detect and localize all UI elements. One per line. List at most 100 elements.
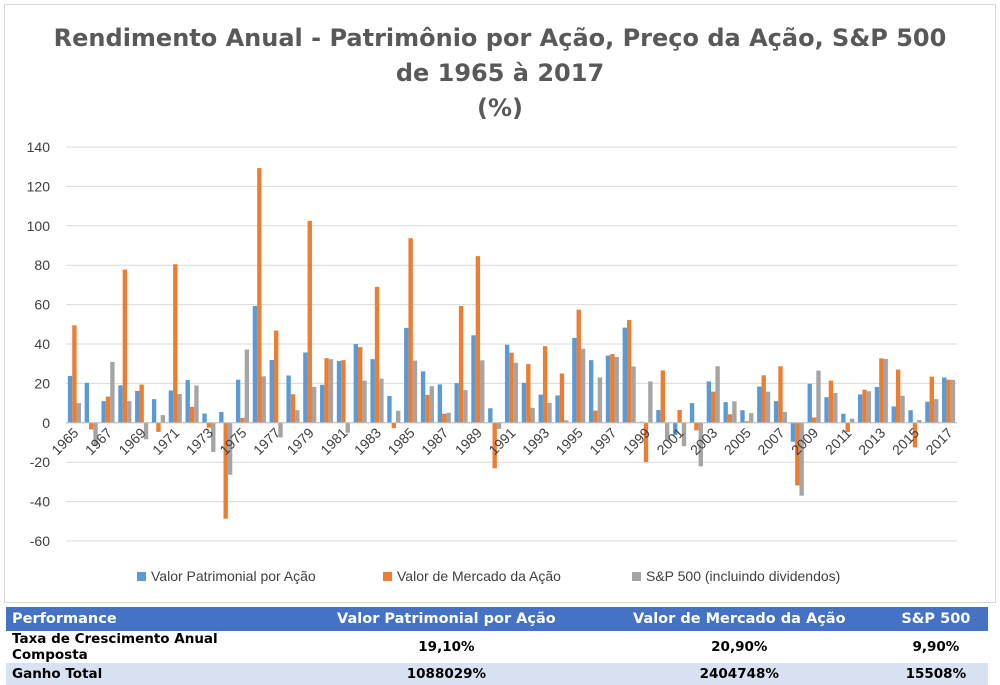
bar-s-p-500-incluindo-dividendos-1990 — [496, 422, 502, 429]
bar-valor-de-mercado-da-a-o-2013 — [879, 358, 884, 423]
bar-valor-de-mercado-da-a-o-1975 — [240, 417, 245, 423]
y-tick-label: 80 — [34, 257, 50, 273]
bar-valor-patrimonial-por-a-o-1986 — [420, 371, 426, 423]
bar-valor-de-mercado-da-a-o-1995 — [576, 309, 581, 423]
y-tick-label: 120 — [27, 178, 51, 194]
y-tick-label: 0 — [42, 415, 50, 431]
performance-table: Performance Valor Patrimonial por Ação V… — [6, 607, 988, 685]
bar-s-p-500-incluindo-dividendos-1977 — [278, 422, 283, 438]
bar-valor-de-mercado-da-a-o-1998 — [626, 319, 632, 423]
bar-valor-de-mercado-da-a-o-1980 — [324, 358, 329, 423]
bar-valor-de-mercado-da-a-o-1982 — [358, 347, 363, 423]
cell-book-value: 19,10% — [418, 639, 475, 655]
bar-s-p-500-incluindo-dividendos-1996 — [597, 377, 603, 423]
bar-s-p-500-incluindo-dividendos-1994 — [564, 420, 569, 423]
bar-s-p-500-incluindo-dividendos-1989 — [480, 360, 485, 423]
bar-valor-de-mercado-da-a-o-1999 — [643, 422, 649, 462]
cell-sp500: 9,90% — [912, 639, 960, 655]
cell-book-value: 1088029% — [298, 663, 595, 685]
x-tick-label: 1975 — [216, 424, 249, 457]
chart-title-line2: de 1965 à 2017 — [395, 59, 605, 87]
bar-s-p-500-incluindo-dividendos-2014 — [900, 395, 905, 423]
bar-valor-patrimonial-por-a-o-1989 — [471, 335, 476, 423]
bar-s-p-500-incluindo-dividendos-1999 — [648, 381, 653, 423]
bar-valor-de-mercado-da-a-o-1965 — [72, 325, 77, 423]
bar-valor-de-mercado-da-a-o-2011 — [845, 422, 850, 433]
bar-valor-de-mercado-da-a-o-2016 — [929, 376, 934, 423]
bar-s-p-500-incluindo-dividendos-2017 — [950, 379, 956, 423]
bar-valor-de-mercado-da-a-o-1989 — [475, 256, 481, 423]
bar-valor-de-mercado-da-a-o-2001 — [677, 410, 682, 423]
bar-valor-de-mercado-da-a-o-2004 — [727, 414, 733, 423]
bar-valor-patrimonial-por-a-o-1975 — [235, 379, 241, 423]
bar-s-p-500-incluindo-dividendos-2001 — [681, 422, 687, 447]
bar-valor-de-mercado-da-a-o-2014 — [895, 369, 901, 423]
bar-valor-patrimonial-por-a-o-1968 — [118, 385, 123, 423]
bar-s-p-500-incluindo-dividendos-2015 — [917, 420, 922, 423]
bar-s-p-500-incluindo-dividendos-1970 — [160, 415, 166, 423]
bar-valor-patrimonial-por-a-o-2003 — [706, 381, 712, 423]
bar-s-p-500-incluindo-dividendos-1982 — [362, 380, 367, 423]
bar-valor-de-mercado-da-a-o-1988 — [458, 305, 464, 423]
chart-title-line3: (%) — [477, 94, 523, 122]
bar-valor-patrimonial-por-a-o-1994 — [555, 395, 560, 423]
bar-s-p-500-incluindo-dividendos-1997 — [614, 357, 619, 423]
bar-valor-patrimonial-por-a-o-1995 — [572, 337, 577, 423]
bar-s-p-500-incluindo-dividendos-2008 — [799, 422, 804, 496]
bar-s-p-500-incluindo-dividendos-1965 — [76, 403, 81, 423]
bar-valor-de-mercado-da-a-o-1996 — [593, 410, 598, 423]
bar-valor-de-mercado-da-a-o-1984 — [391, 422, 397, 429]
header-sp500: S&P 500 — [883, 607, 988, 631]
bar-s-p-500-incluindo-dividendos-2013 — [883, 358, 888, 423]
bar-valor-patrimonial-por-a-o-2015 — [908, 410, 913, 423]
bar-valor-patrimonial-por-a-o-2002 — [689, 403, 695, 423]
bar-valor-de-mercado-da-a-o-2007 — [778, 366, 783, 423]
bar-valor-de-mercado-da-a-o-2012 — [862, 389, 867, 423]
x-tick-label: 2007 — [754, 424, 787, 457]
bar-s-p-500-incluindo-dividendos-1980 — [328, 359, 334, 423]
bar-s-p-500-incluindo-dividendos-1991 — [513, 362, 519, 423]
legend-swatch — [137, 572, 146, 581]
x-tick-label: 1983 — [351, 424, 384, 457]
bar-s-p-500-incluindo-dividendos-2005 — [749, 413, 754, 423]
row-label: Ganho Total — [6, 663, 298, 685]
bar-s-p-500-incluindo-dividendos-1981 — [345, 422, 350, 433]
bar-s-p-500-incluindo-dividendos-1979 — [311, 386, 317, 423]
bar-valor-patrimonial-por-a-o-1971 — [168, 390, 174, 423]
bar-valor-patrimonial-por-a-o-1985 — [404, 327, 409, 423]
bar-valor-patrimonial-por-a-o-1967 — [101, 401, 106, 423]
x-tick-label: 1967 — [82, 424, 115, 457]
cell-market-value: 20,90% — [711, 639, 768, 655]
bar-valor-patrimonial-por-a-o-2011 — [841, 413, 846, 423]
bar-valor-patrimonial-por-a-o-2001 — [673, 422, 678, 436]
x-tick-label: 2003 — [687, 424, 720, 457]
chart-frame — [4, 4, 996, 603]
bar-s-p-500-incluindo-dividendos-1983 — [379, 378, 384, 423]
bar-valor-patrimonial-por-a-o-2010 — [824, 397, 829, 423]
y-tick-label: -40 — [30, 494, 50, 510]
x-tick-label: 1997 — [586, 424, 619, 457]
bar-valor-de-mercado-da-a-o-1967 — [105, 396, 111, 423]
bar-valor-de-mercado-da-a-o-1974 — [223, 422, 228, 519]
bar-valor-patrimonial-por-a-o-2013 — [874, 386, 880, 423]
bar-s-p-500-incluindo-dividendos-1966 — [93, 422, 98, 446]
bar-valor-patrimonial-por-a-o-1998 — [622, 327, 627, 423]
y-tick-label: 140 — [27, 139, 51, 155]
x-tick-label: 2015 — [889, 424, 922, 457]
table-row: Taxa de Crescimento Anual Composta 19,10… — [6, 631, 988, 663]
bar-valor-patrimonial-por-a-o-1983 — [370, 359, 375, 423]
bar-s-p-500-incluindo-dividendos-1986 — [429, 386, 434, 423]
x-tick-label: 1971 — [149, 424, 182, 457]
bar-valor-de-mercado-da-a-o-1971 — [173, 264, 178, 423]
bar-valor-de-mercado-da-a-o-1994 — [559, 373, 565, 423]
bar-s-p-500-incluindo-dividendos-1967 — [110, 361, 115, 423]
legend-swatch — [383, 572, 392, 581]
x-tick-label: 1991 — [485, 424, 518, 457]
bar-s-p-500-incluindo-dividendos-1992 — [530, 407, 535, 423]
bar-s-p-500-incluindo-dividendos-1969 — [143, 422, 149, 440]
bar-valor-patrimonial-por-a-o-1992 — [521, 382, 527, 423]
bar-valor-patrimonial-por-a-o-1974 — [219, 411, 224, 423]
bar-valor-patrimonial-por-a-o-1980 — [320, 384, 325, 423]
bar-s-p-500-incluindo-dividendos-2004 — [732, 401, 737, 423]
bar-valor-patrimonial-por-a-o-1966 — [84, 382, 90, 423]
